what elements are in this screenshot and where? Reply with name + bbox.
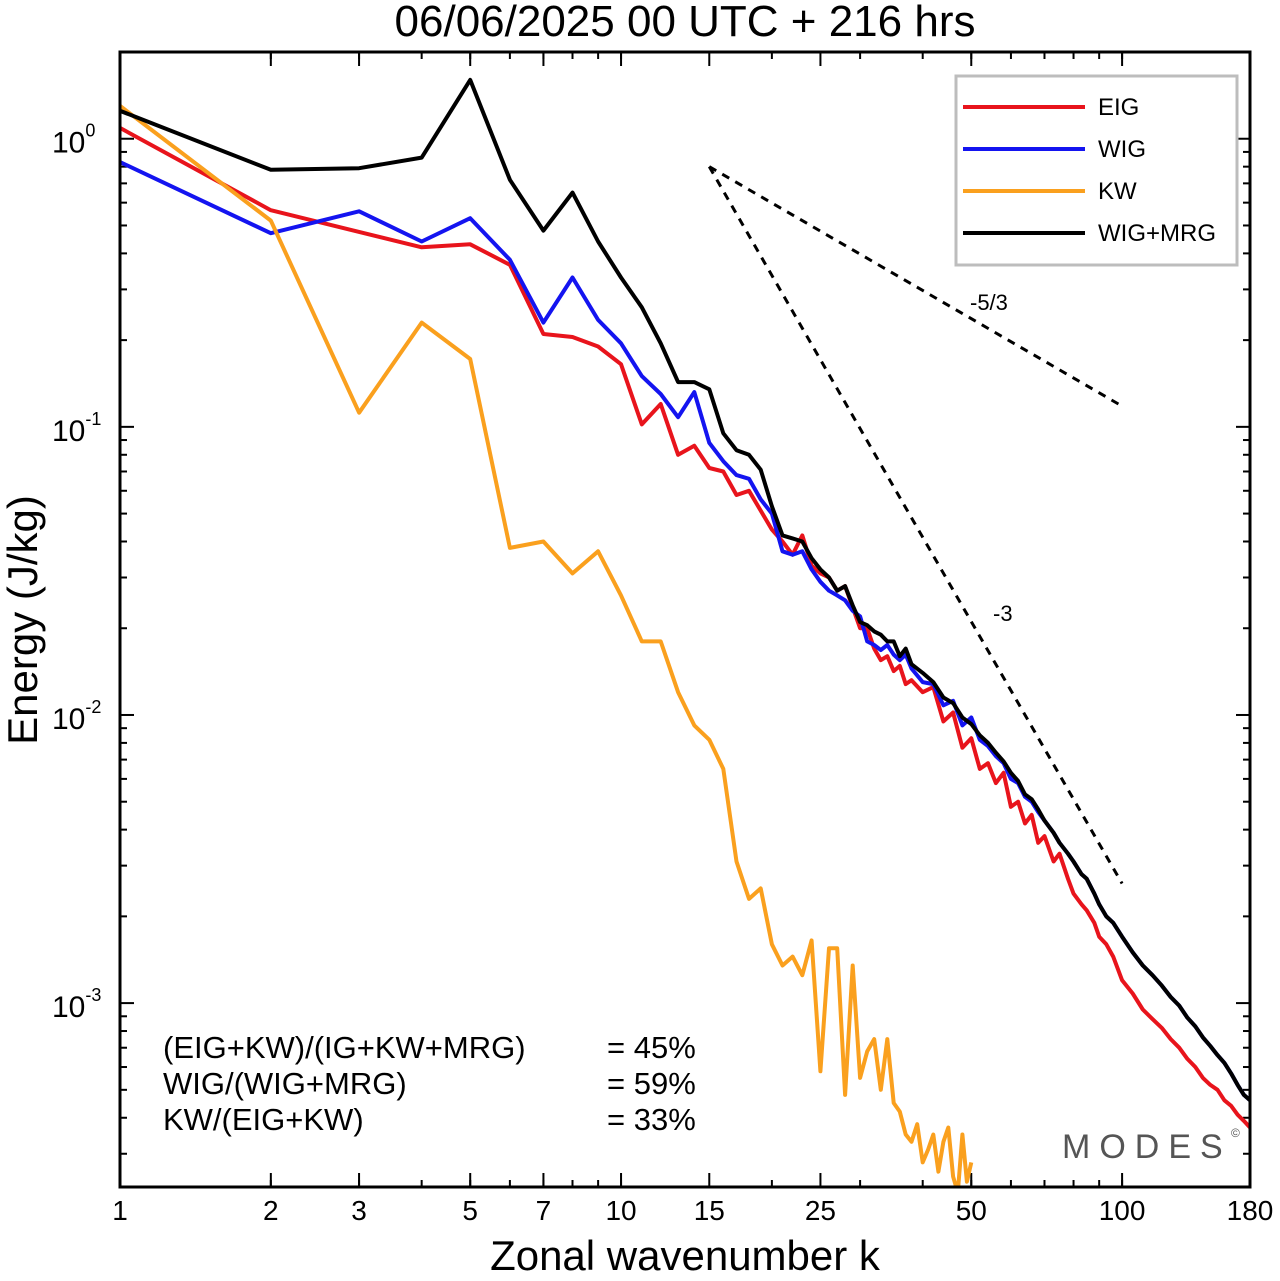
- series-line-wig-mrg: [120, 77, 1250, 1102]
- y-tick-label: 100: [52, 121, 95, 160]
- x-tick-label: 2: [263, 1195, 279, 1226]
- slope-minus-3-label: -3: [993, 601, 1013, 626]
- plot-frame: [118, 50, 1252, 1189]
- slope-minus-5-3-line: [708, 165, 1123, 408]
- series-line-wig: [120, 160, 1250, 1102]
- series-line-eig: [120, 126, 1250, 1129]
- x-tick-label: 50: [956, 1195, 987, 1226]
- x-tick-label: 7: [536, 1195, 552, 1226]
- y-axis-label: Energy (J/kg): [0, 495, 46, 745]
- stat-name: KW/(EIG+KW): [163, 1102, 364, 1137]
- slope-minus-3-line: [707, 165, 1124, 885]
- x-axis-label: Zonal wavenumber k: [490, 1232, 881, 1279]
- x-tick-label: 100: [1099, 1195, 1146, 1226]
- y-tick-label: 10-3: [52, 985, 101, 1024]
- x-axis-ticks: 1 2 3 5 7 10 15 25 50 100 180: [112, 52, 1273, 1226]
- x-tick-label: 10: [605, 1195, 636, 1226]
- legend: EIG WIG KW WIG+MRG: [954, 74, 1239, 267]
- stat-value: = 59%: [607, 1066, 696, 1101]
- y-tick-label: 10-1: [52, 409, 101, 448]
- x-tick-label: 180: [1227, 1195, 1274, 1226]
- legend-label: KW: [1098, 178, 1137, 205]
- x-tick-label: 3: [351, 1195, 367, 1226]
- series-line-kw: [120, 104, 974, 1187]
- copyright-mark: ©: [1231, 1126, 1240, 1140]
- x-tick-label: 5: [462, 1195, 478, 1226]
- x-tick-label: 15: [694, 1195, 725, 1226]
- slope-minus-5-3-label: -5/3: [970, 290, 1008, 315]
- legend-label: WIG+MRG: [1098, 220, 1216, 247]
- stat-name: (EIG+KW)/(IG+KW+MRG): [163, 1030, 526, 1065]
- legend-label: WIG: [1098, 136, 1146, 163]
- stats-annotations: (EIG+KW)/(IG+KW+MRG) = 45% WIG/(WIG+MRG) = …: [163, 1030, 696, 1137]
- y-tick-label: 10-2: [52, 697, 101, 736]
- x-tick-label: 25: [805, 1195, 836, 1226]
- legend-label: EIG: [1098, 94, 1139, 121]
- series-layer: [120, 77, 1250, 1187]
- stat-name: WIG/(WIG+MRG): [163, 1066, 407, 1101]
- chart-title: 06/06/2025 00 UTC + 216 hrs: [395, 0, 976, 46]
- modes-watermark: MODES: [1062, 1128, 1232, 1166]
- stat-value: = 45%: [607, 1030, 696, 1065]
- stat-value: = 33%: [607, 1102, 696, 1137]
- reference-slopes: -5/3 -3: [707, 165, 1124, 885]
- x-tick-label: 1: [112, 1195, 128, 1226]
